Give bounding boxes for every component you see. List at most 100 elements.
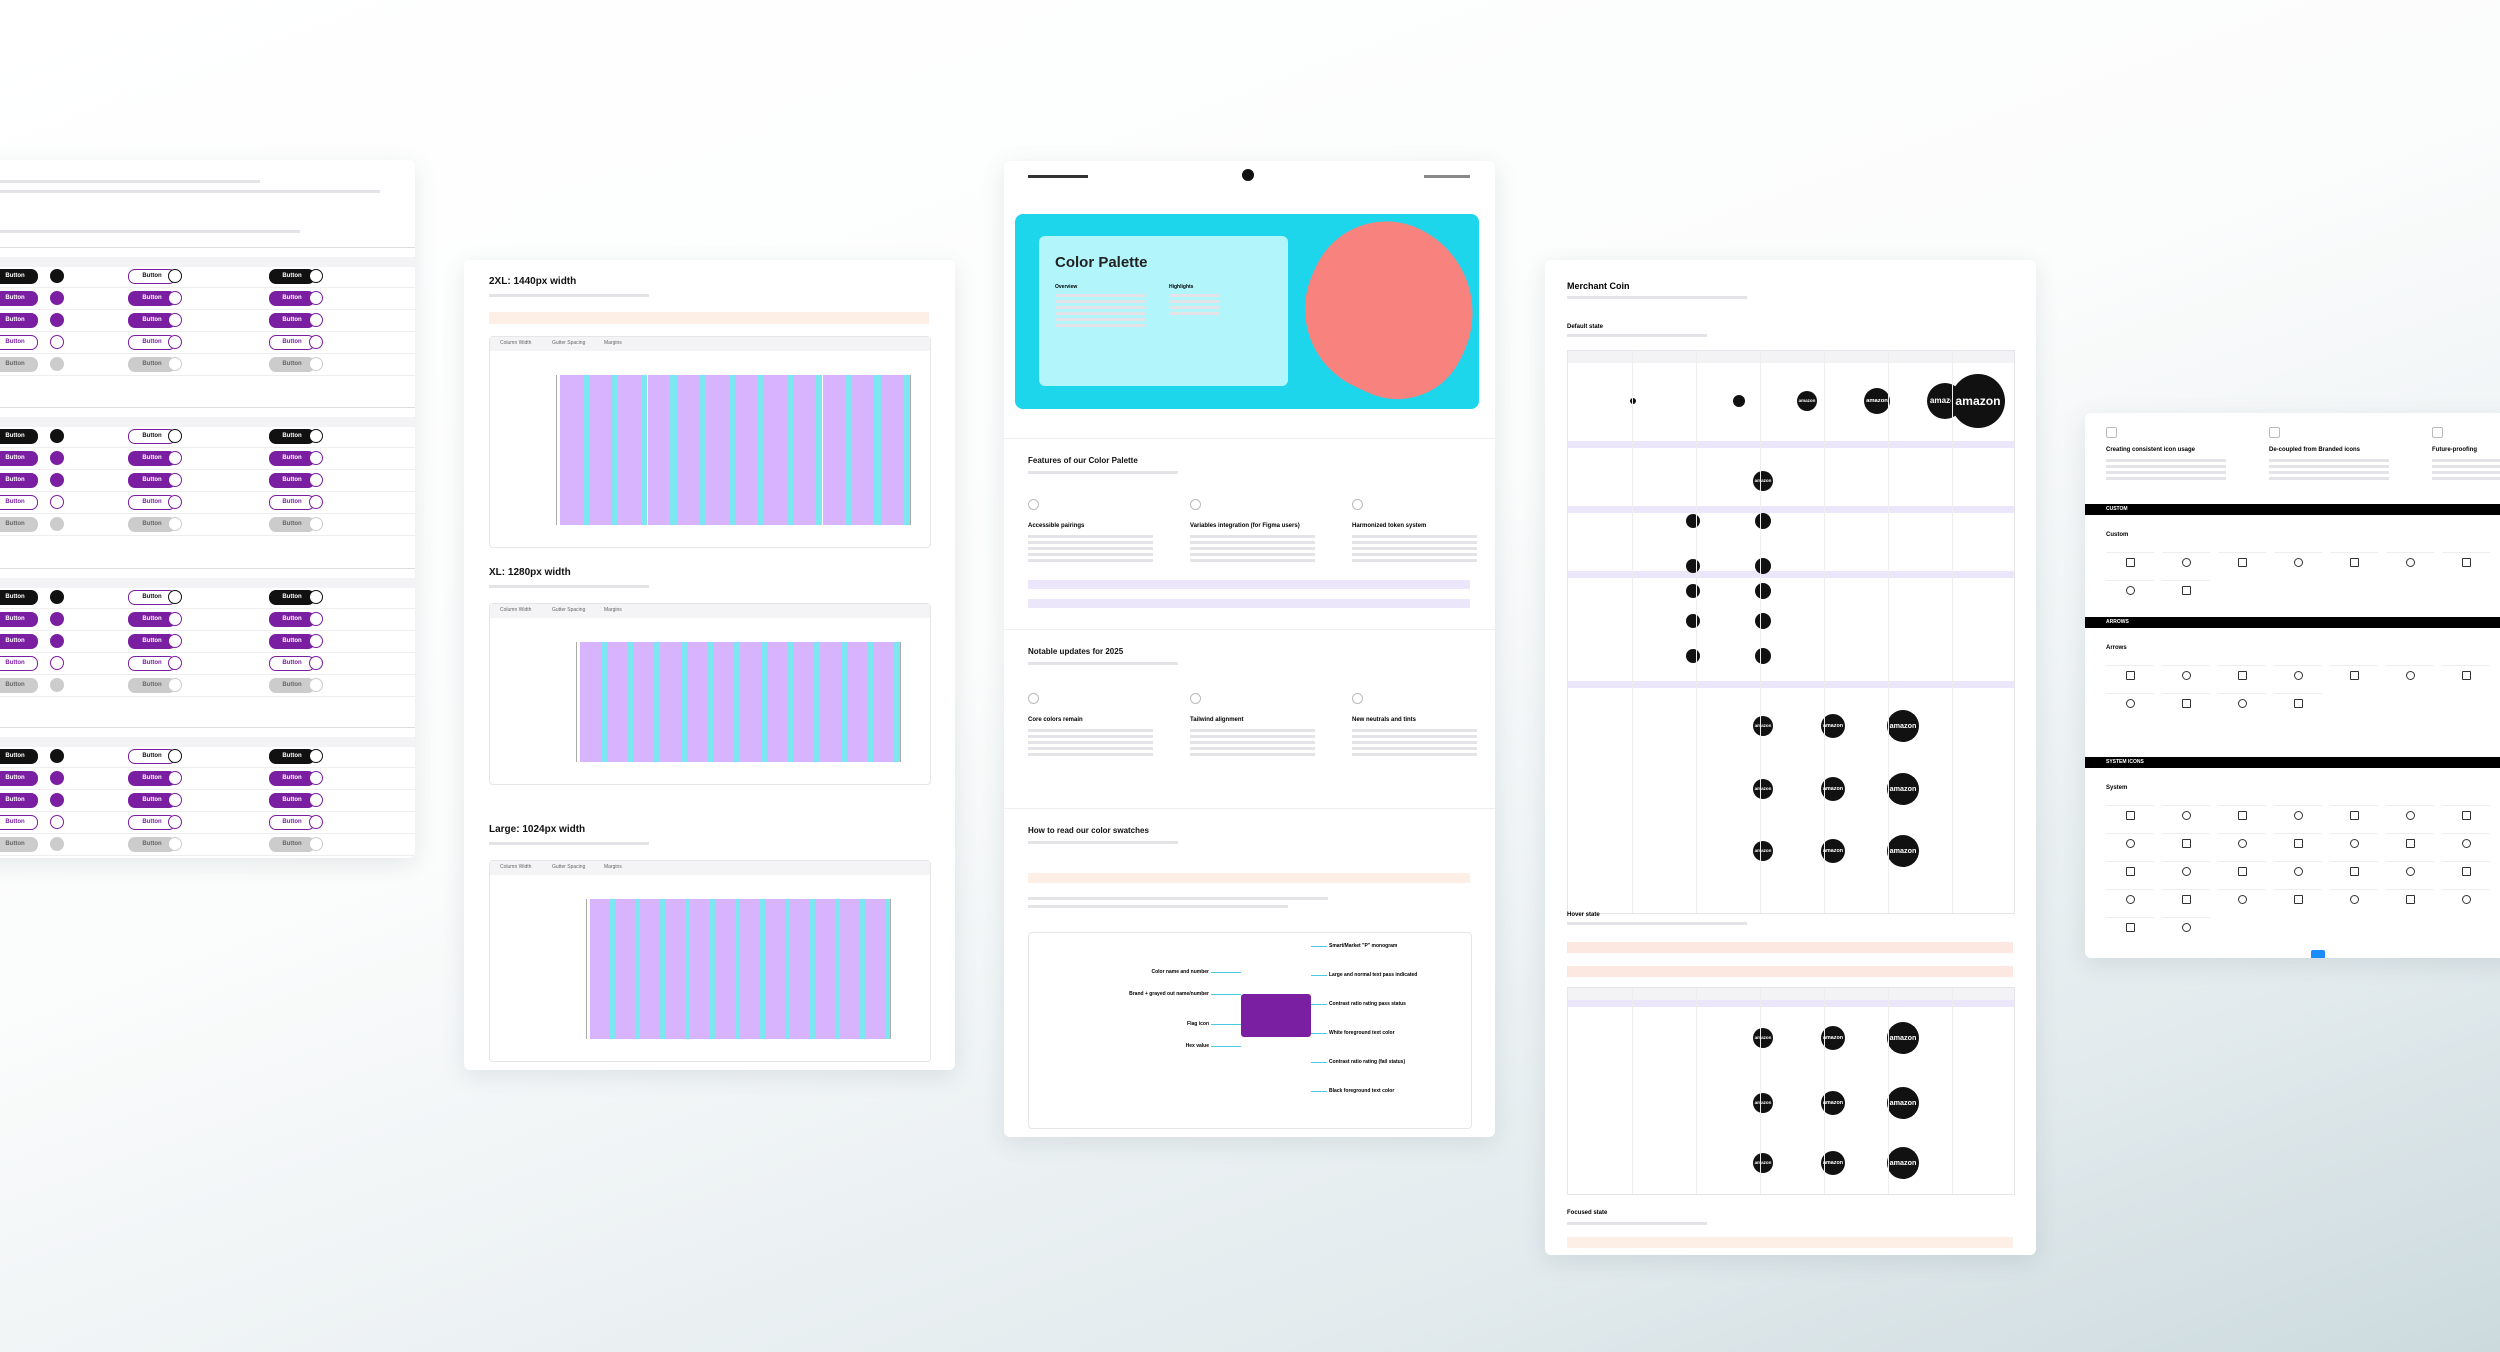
button-sample: Button [128,793,176,808]
icon-cell [2162,889,2210,912]
rule [0,491,415,492]
grid-gutter [654,642,660,762]
grid-column [618,375,642,525]
feature-icon [1190,499,1201,510]
rule [1028,175,1088,178]
icon-glyph [2294,558,2303,567]
icon-button [168,269,182,283]
rule [1190,547,1315,550]
rule [1028,841,1178,844]
rule [490,604,930,618]
icon-cell [2442,805,2490,828]
grid-chart: Column Width Gutter Spacing Margins [489,603,931,785]
rule [0,674,415,675]
section-title: Custom [2106,532,2129,538]
coin: amazon [1887,835,1919,867]
icon-cell [2106,665,2154,688]
rule [1567,922,1747,925]
rule [2106,471,2226,474]
grid-column [660,642,681,762]
icon-cell [2162,917,2210,940]
grid-column [740,899,760,1039]
grid-column [715,899,735,1039]
icon-cell [2162,580,2210,603]
icon-cell [2274,552,2322,575]
coin: amazon [1887,1087,1919,1119]
coin: amazon [1753,841,1773,861]
rule [0,331,415,332]
icon-glyph [2182,839,2191,848]
grid-column [580,642,601,762]
grid-column [790,899,810,1039]
rule [1028,741,1153,744]
rule [1632,351,1633,913]
rule [2269,459,2389,462]
legend-label: Column Width [500,607,532,613]
rule [1311,1091,1327,1092]
grid-column [560,375,583,525]
icon-button [50,656,64,670]
intro-title: Creating consistent icon usage [2106,447,2196,453]
buttons-panel: Button Button Button Button Button Button Butt… [0,160,415,858]
button-sample: Button [269,429,315,444]
annotation: Flag icon [1187,1021,1209,1027]
icon-cell [2162,833,2210,856]
icon-cell [2330,833,2378,856]
icon-button [168,771,182,785]
icon-cell [2218,805,2266,828]
button-sample: Button [128,590,176,605]
button-sample: Button [0,335,38,350]
section-title: Notable updates for 2025 [1028,647,1124,656]
toolbar-button[interactable] [2311,950,2325,958]
intro-icon [2432,427,2443,438]
button-sample: Button [0,313,38,328]
feature-title: New neutrals and tints [1352,717,1417,723]
rule [1055,306,1145,309]
icon-button [309,313,323,327]
rule [0,767,415,768]
grid-gutter [874,375,881,525]
icon-cell [2442,861,2490,884]
feature-title: Accessible pairings [1028,523,1085,529]
rule [1568,351,2014,363]
icon-glyph [2182,586,2191,595]
grid-gutter [884,899,890,1039]
icon-glyph [2126,671,2135,680]
coin [1686,649,1700,663]
legend-label: Margins [604,864,622,870]
feature-title: Core colors remain [1028,717,1083,723]
grid-gutter [787,642,794,762]
feature-icon [1352,693,1363,704]
legend-label: Gutter Spacing [552,864,586,870]
icon-button [50,451,64,465]
icon-glyph [2294,811,2303,820]
grid-column [820,642,841,762]
rule [0,578,415,588]
rule [1311,1033,1327,1034]
button-sample: Button [269,451,315,466]
rule [1028,599,1470,608]
icon-button [168,517,182,531]
coin [1686,559,1700,573]
grid-column [840,899,860,1039]
rule [1028,580,1470,589]
icon-glyph [2126,923,2135,932]
rule [1352,735,1477,738]
icon-button [309,634,323,648]
icon-button [168,495,182,509]
rule [1028,897,1328,900]
coin: amazon [1821,1151,1845,1175]
icon-cell [2106,693,2154,716]
rule [2432,471,2500,474]
highlights-label: Highlights [1169,284,1194,290]
hero-card: Color Palette Overview Highlights [1039,236,1288,386]
icon-glyph [2182,811,2191,820]
icon-button [309,771,323,785]
rule [1028,747,1153,750]
coin [1686,614,1700,628]
legend-label: Column Width [500,864,532,870]
button-sample: Button [0,793,38,808]
grid-column [873,642,895,762]
icon-cell [2162,552,2210,575]
coin: amazon [1887,1147,1919,1179]
